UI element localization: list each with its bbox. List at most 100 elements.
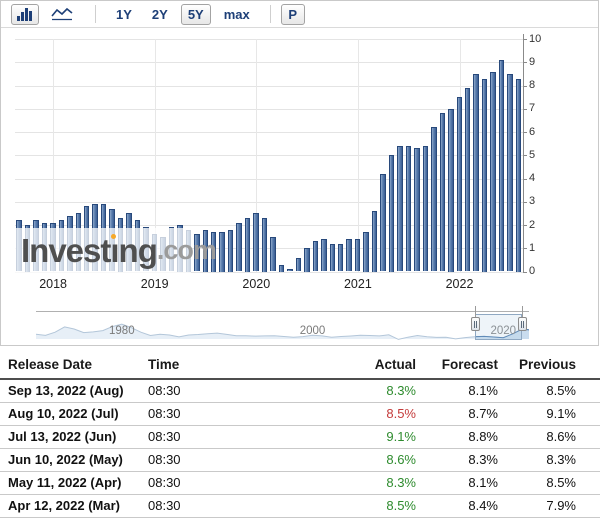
y-tick [523, 155, 527, 157]
actual-value: 8.6% [278, 448, 416, 472]
h-gridline [15, 132, 523, 133]
cpi-bar[interactable] [380, 173, 386, 272]
navigator-right-handle[interactable] [517, 317, 527, 331]
watermark-domain: .com [156, 235, 217, 265]
print-button[interactable]: P [280, 3, 305, 25]
release-row[interactable]: Jun 10, 2022 (May) 08:30 8.6% 8.3% 8.3% [0, 448, 600, 472]
toolbar-divider [95, 5, 96, 23]
cpi-bar[interactable] [227, 229, 234, 272]
cpi-bar-chart: 0 1 2 3 4 5 6 7 8 9 10 2018 2019 2020 2021 2022 [1, 1, 598, 345]
cpi-bar[interactable] [397, 145, 403, 272]
release-row[interactable]: Sep 13, 2022 (Aug) 08:30 8.3% 8.1% 8.5% [0, 379, 600, 403]
cpi-bar[interactable] [244, 218, 251, 272]
x-tick-label: 2019 [140, 277, 169, 291]
release-date: Jul 13, 2022 (Jun) [0, 425, 148, 449]
bar-chart-type-button[interactable] [11, 3, 39, 25]
navigator-area-chart[interactable] [36, 311, 529, 340]
range-button-5Y[interactable]: 5Y [180, 3, 211, 25]
cpi-bar[interactable] [329, 243, 335, 272]
release-row[interactable]: May 11, 2022 (Apr) 08:30 8.3% 8.1% 8.5% [0, 471, 600, 495]
release-date: Apr 12, 2022 (Mar) [0, 494, 148, 518]
h-gridline [15, 39, 523, 40]
range-buttons: 1Y 2Y 5Y max [106, 3, 260, 25]
cpi-bar[interactable] [270, 236, 276, 272]
release-date: Aug 10, 2022 (Jul) [0, 402, 148, 426]
cpi-bar[interactable] [304, 248, 310, 272]
release-time: 08:30 [148, 448, 278, 472]
cpi-bar[interactable] [448, 108, 454, 272]
y-tick [523, 85, 527, 87]
x-tick-label: 2020 [242, 277, 271, 291]
navigator-selection-window[interactable] [475, 314, 522, 340]
cpi-bar[interactable] [202, 229, 208, 272]
x-tick-label: 2022 [445, 277, 474, 291]
navigator-top-line [36, 311, 529, 312]
previous-value: 8.5% [498, 379, 576, 403]
cpi-bar[interactable] [287, 269, 293, 272]
navigator-year-label: 1980 [109, 325, 135, 337]
y-tick [523, 132, 527, 133]
cpi-bar[interactable] [422, 145, 429, 272]
release-row[interactable]: Apr 12, 2022 (Mar) 08:30 8.5% 8.4% 7.9% [0, 494, 600, 518]
cpi-bar[interactable] [439, 113, 445, 272]
previous-value: 9.1% [498, 402, 576, 426]
forecast-value: 8.3% [416, 448, 498, 472]
cpi-bar[interactable] [515, 78, 522, 272]
cpi-bar[interactable] [481, 78, 488, 272]
navigator-left-handle[interactable] [470, 317, 480, 331]
release-row[interactable]: Jul 13, 2022 (Jun) 08:30 9.1% 8.8% 8.6% [0, 425, 600, 449]
cpi-bar[interactable] [464, 87, 471, 272]
actual-value: 9.1% [278, 425, 416, 449]
cpi-bar[interactable] [490, 71, 496, 272]
actual-value: 8.5% [278, 402, 416, 426]
actual-value: 8.5% [278, 494, 416, 518]
cpi-bar[interactable] [507, 73, 513, 272]
release-date: Sep 13, 2022 (Aug) [0, 379, 148, 403]
cpi-bar[interactable] [312, 241, 318, 272]
y-tick [523, 248, 527, 250]
v-gridline [256, 39, 258, 272]
line-chart-type-button[interactable] [48, 4, 76, 25]
range-button-1Y[interactable]: 1Y [116, 6, 132, 22]
y-tick-label: 1 [529, 241, 536, 254]
range-button-2Y[interactable]: 2Y [151, 6, 168, 22]
cpi-bar[interactable] [414, 148, 420, 272]
cpi-bar[interactable] [354, 238, 361, 272]
watermark-brand: Investı ng [21, 232, 158, 269]
chart-toolbar: 1Y 2Y 5Y max P [1, 1, 598, 28]
cpi-bar[interactable] [261, 218, 268, 272]
cpi-bar[interactable] [363, 232, 369, 272]
h-gridline [15, 271, 523, 273]
cpi-bar[interactable] [456, 97, 462, 272]
cpi-bar[interactable] [473, 73, 479, 272]
x-tick-label: 2018 [39, 277, 67, 291]
range-button-max[interactable]: max [223, 6, 250, 22]
cpi-bar[interactable] [371, 211, 378, 272]
cpi-bar[interactable] [194, 234, 200, 272]
forecast-value: 8.1% [416, 471, 498, 495]
column-header-time: Time [148, 352, 278, 380]
previous-value: 7.9% [498, 494, 576, 518]
cpi-bar[interactable] [321, 238, 327, 272]
y-tick [523, 62, 527, 64]
column-header-forecast: Forecast [416, 352, 498, 380]
release-row[interactable]: Aug 10, 2022 (Jul) 08:30 8.5% 8.7% 9.1% [0, 402, 600, 426]
cpi-bar[interactable] [498, 59, 505, 272]
toolbar-divider [269, 5, 271, 23]
cpi-bar[interactable] [295, 257, 302, 272]
y-tick [523, 225, 527, 226]
y-tick-label: 6 [529, 125, 536, 138]
cpi-bar[interactable] [346, 238, 352, 272]
cpi-bar[interactable] [219, 232, 225, 272]
cpi-bar[interactable] [431, 127, 437, 272]
cpi-bar[interactable] [337, 243, 344, 272]
cpi-bar[interactable] [405, 145, 412, 272]
cpi-bar[interactable] [236, 222, 242, 272]
cpi-bar[interactable] [278, 264, 285, 272]
v-gridline [154, 39, 156, 272]
cpi-bar[interactable] [388, 155, 395, 272]
cpi-bar[interactable] [210, 232, 217, 272]
column-header-release-date: Release Date [0, 352, 148, 380]
cpi-bar[interactable] [253, 213, 259, 272]
y-tick-label: 9 [529, 55, 536, 68]
